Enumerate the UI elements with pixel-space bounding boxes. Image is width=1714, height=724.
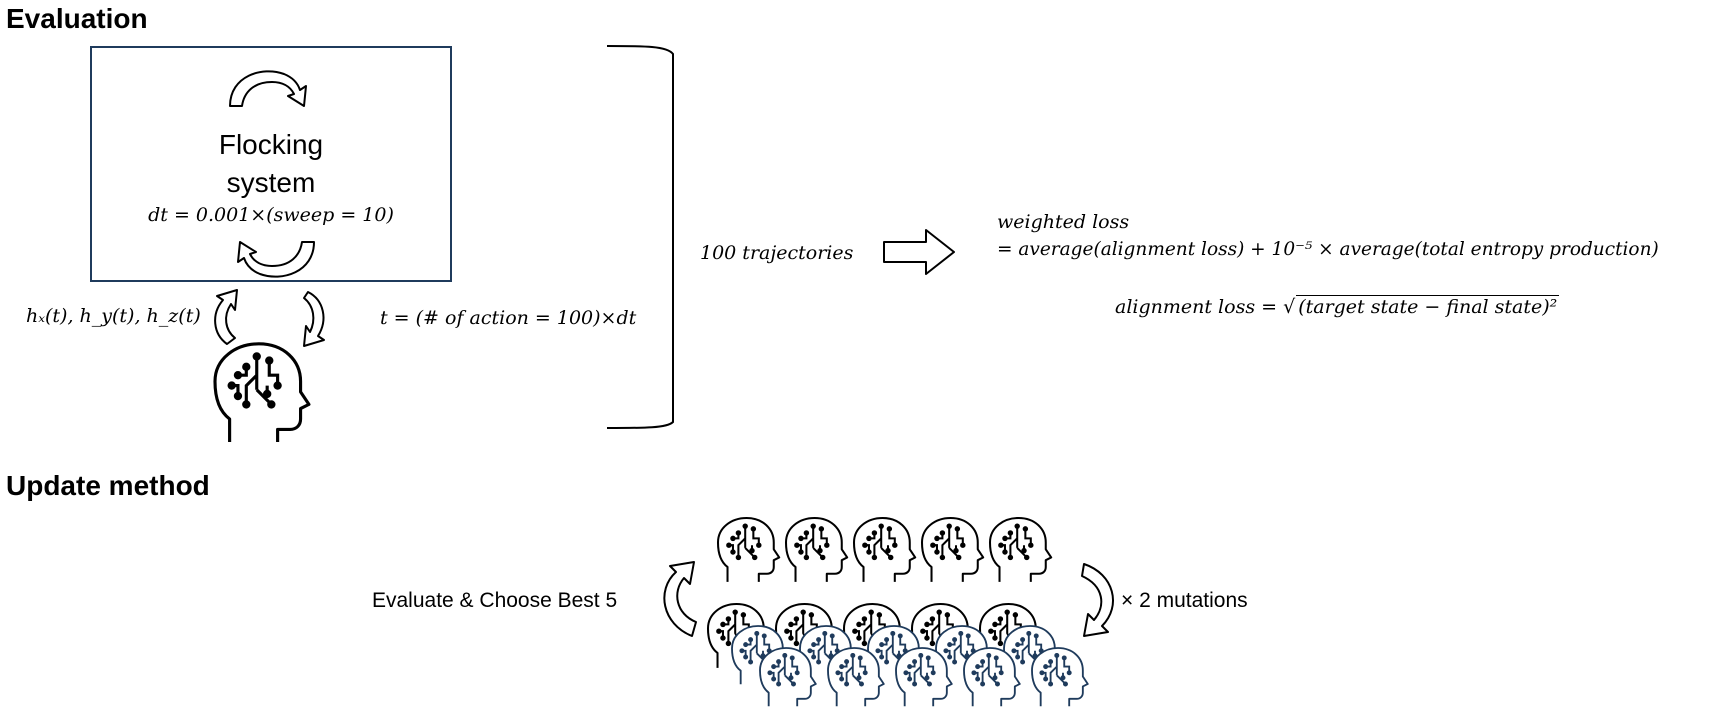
evaluation-heading: Evaluation: [6, 3, 148, 34]
flocking-system-box: Flocking system dt = 0.001×(sweep = 10): [90, 46, 452, 282]
alignment-loss-lhs: alignment loss = √: [1115, 296, 1296, 318]
circular-arrow-icon: [1081, 563, 1114, 637]
circular-arrow-icon: [229, 70, 307, 107]
brain-circuit-head-icon: [852, 516, 917, 583]
trajectories-label: 100 trajectories: [700, 242, 854, 264]
brain-circuit-head-icon: [920, 516, 985, 583]
brain-circuit-head-icon: [988, 516, 1053, 583]
bracket-divider: [606, 45, 674, 429]
flocking-system-title: Flocking system: [92, 126, 450, 202]
field-inputs-label: hₓ(t), h_y(t), h_z(t): [26, 305, 201, 327]
circular-arrow-icon: [303, 291, 325, 347]
brain-circuit-head-icon: [716, 516, 781, 583]
circular-arrow-icon: [237, 241, 315, 278]
block-arrow-right-icon: [883, 229, 955, 275]
mutations-label: × 2 mutations: [1121, 589, 1248, 612]
alignment-loss-formula: alignment loss = √ (target state − final …: [1115, 295, 1560, 318]
flocking-title-line1: Flocking: [218, 129, 324, 160]
circular-arrow-icon: [663, 561, 697, 637]
flocking-title-line2: system: [226, 167, 316, 198]
update-method-heading: Update method: [6, 470, 210, 501]
weighted-loss-formula: = average(alignment loss) + 10⁻⁵ × avera…: [997, 239, 1659, 260]
weighted-loss-label: weighted loss: [997, 211, 1130, 233]
brain-circuit-head-icon: [784, 516, 849, 583]
mutated-head-icon: [1031, 647, 1089, 708]
evaluate-choose-label: Evaluate & Choose Best 5: [372, 589, 618, 612]
alignment-loss-radicand: (target state − final state)²: [1296, 295, 1560, 318]
time-formula: t = (# of action = 100)×dt: [380, 307, 637, 329]
dt-formula: dt = 0.001×(sweep = 10): [148, 204, 394, 226]
circular-arrow-icon: [214, 289, 238, 345]
